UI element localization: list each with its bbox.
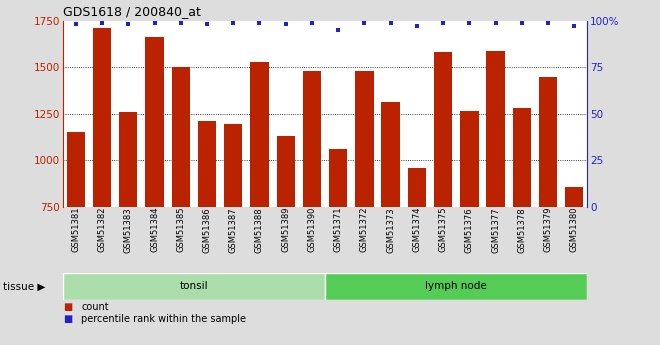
Text: count: count — [81, 302, 109, 312]
Point — [412, 23, 422, 29]
Text: GSM51377: GSM51377 — [491, 207, 500, 253]
Bar — [381, 102, 400, 345]
Bar — [277, 136, 295, 345]
Point — [359, 20, 370, 25]
Text: GSM51382: GSM51382 — [98, 207, 106, 253]
Point — [202, 22, 213, 27]
Text: tissue ▶: tissue ▶ — [3, 282, 46, 291]
Point — [254, 20, 265, 25]
Text: GSM51380: GSM51380 — [570, 207, 579, 253]
Point — [333, 27, 343, 33]
Text: GSM51387: GSM51387 — [229, 207, 238, 253]
Bar — [224, 124, 242, 345]
Text: GSM51389: GSM51389 — [281, 207, 290, 253]
Point — [490, 20, 501, 25]
Text: GSM51381: GSM51381 — [71, 207, 81, 253]
Text: tonsil: tonsil — [180, 282, 208, 291]
Text: GSM51375: GSM51375 — [439, 207, 447, 253]
Point — [569, 23, 579, 29]
Text: GSM51390: GSM51390 — [308, 207, 316, 253]
Bar — [408, 168, 426, 345]
Bar — [460, 111, 478, 345]
Bar — [250, 62, 269, 345]
Bar — [63, 273, 325, 300]
Bar — [539, 77, 557, 345]
Bar — [565, 187, 583, 345]
Point — [123, 22, 133, 27]
Text: lymph node: lymph node — [425, 282, 487, 291]
Bar — [119, 112, 137, 345]
Text: GSM51386: GSM51386 — [203, 207, 211, 253]
Text: GSM51376: GSM51376 — [465, 207, 474, 253]
Text: GSM51372: GSM51372 — [360, 207, 369, 253]
Point — [149, 20, 160, 25]
Text: ■: ■ — [63, 314, 72, 324]
Bar — [172, 67, 190, 345]
Bar — [145, 38, 164, 345]
Point — [543, 20, 553, 25]
Point — [228, 20, 238, 25]
Text: GDS1618 / 200840_at: GDS1618 / 200840_at — [63, 5, 201, 18]
Text: ■: ■ — [63, 302, 72, 312]
Bar — [93, 28, 112, 345]
Bar — [303, 71, 321, 345]
Text: GSM51383: GSM51383 — [124, 207, 133, 253]
Text: GSM51379: GSM51379 — [544, 207, 552, 253]
Bar — [355, 71, 374, 345]
Point — [464, 20, 475, 25]
Text: GSM51371: GSM51371 — [334, 207, 343, 253]
Bar — [486, 50, 505, 345]
Text: GSM51385: GSM51385 — [176, 207, 185, 253]
Bar — [434, 52, 452, 345]
Text: GSM51384: GSM51384 — [150, 207, 159, 253]
Bar — [513, 108, 531, 345]
Bar — [329, 149, 347, 345]
Point — [307, 20, 317, 25]
Point — [280, 22, 291, 27]
Point — [176, 20, 186, 25]
Point — [71, 22, 81, 27]
Point — [97, 20, 108, 25]
Text: percentile rank within the sample: percentile rank within the sample — [81, 314, 246, 324]
Text: GSM51378: GSM51378 — [517, 207, 526, 253]
Point — [517, 20, 527, 25]
Text: GSM51374: GSM51374 — [412, 207, 421, 253]
Text: GSM51373: GSM51373 — [386, 207, 395, 253]
Text: GSM51388: GSM51388 — [255, 207, 264, 253]
Bar — [198, 121, 216, 345]
Bar — [325, 273, 587, 300]
Bar — [67, 132, 85, 345]
Point — [385, 20, 396, 25]
Point — [438, 20, 448, 25]
